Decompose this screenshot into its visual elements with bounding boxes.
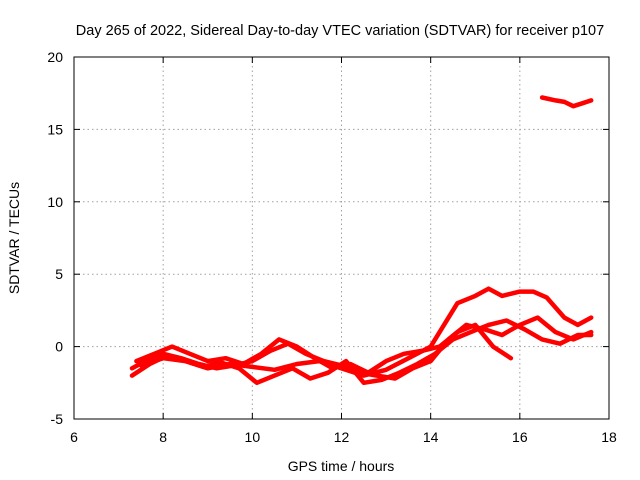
series-line-trace-e xyxy=(539,95,594,109)
x-tick-label: 10 xyxy=(245,429,261,445)
x-tick-label: 12 xyxy=(334,429,350,445)
x-tick-label: 18 xyxy=(601,429,617,445)
y-tick-label: 10 xyxy=(47,194,63,210)
series-line-trace-d xyxy=(129,318,594,386)
y-tick-label: 20 xyxy=(47,49,63,65)
y-axis-label: SDTVAR / TECUs xyxy=(6,182,22,294)
y-tick-label: 5 xyxy=(55,266,63,282)
x-tick-label: 8 xyxy=(159,429,167,445)
x-tick-label: 16 xyxy=(512,429,528,445)
x-tick-label: 6 xyxy=(70,429,78,445)
y-tick-label: 0 xyxy=(55,339,63,355)
ticks: 6 8 10 12 14 16 18 -5 0 5 10 15 20 xyxy=(47,49,617,445)
x-tick-label: 14 xyxy=(423,429,439,445)
x-axis-label: GPS time / hours xyxy=(288,458,395,474)
y-tick-label: 15 xyxy=(47,121,63,137)
y-tick-label: -5 xyxy=(51,411,64,427)
series-layer xyxy=(129,95,594,386)
chart-title: Day 265 of 2022, Sidereal Day-to-day VTE… xyxy=(76,23,604,39)
